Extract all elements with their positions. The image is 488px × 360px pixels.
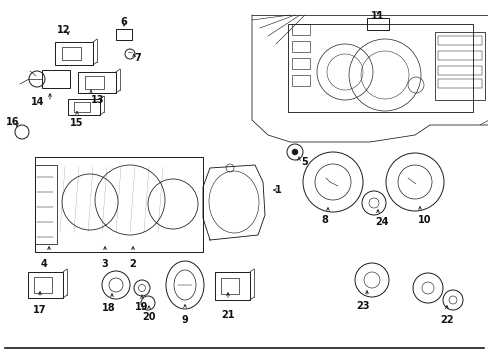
Text: 16: 16 bbox=[6, 117, 20, 127]
Bar bbox=[221, 278, 238, 294]
Text: 11: 11 bbox=[370, 11, 384, 21]
Text: 24: 24 bbox=[374, 217, 388, 227]
Bar bbox=[42, 70, 70, 88]
Text: 1: 1 bbox=[274, 185, 281, 195]
Bar bbox=[434, 32, 484, 100]
Bar bbox=[215, 272, 249, 300]
Text: 17: 17 bbox=[33, 305, 47, 315]
Text: 6: 6 bbox=[121, 17, 127, 27]
Text: 12: 12 bbox=[57, 25, 71, 35]
Text: 5: 5 bbox=[301, 157, 308, 167]
Text: 19: 19 bbox=[135, 302, 148, 312]
Text: 20: 20 bbox=[142, 312, 156, 322]
Bar bbox=[437, 66, 481, 75]
Bar bbox=[287, 24, 472, 112]
Bar bbox=[291, 75, 309, 86]
Bar bbox=[34, 277, 52, 293]
Bar bbox=[55, 42, 93, 65]
Text: 10: 10 bbox=[417, 215, 431, 225]
Circle shape bbox=[291, 149, 297, 155]
Bar bbox=[437, 79, 481, 88]
Bar bbox=[84, 76, 103, 89]
Text: 23: 23 bbox=[356, 301, 369, 311]
Bar bbox=[61, 46, 81, 60]
Text: 2: 2 bbox=[129, 259, 136, 269]
Text: 7: 7 bbox=[134, 53, 141, 63]
Bar bbox=[116, 29, 132, 40]
Bar bbox=[68, 99, 100, 115]
Text: 3: 3 bbox=[102, 259, 108, 269]
Bar bbox=[35, 157, 203, 252]
Bar bbox=[366, 18, 388, 30]
Text: 18: 18 bbox=[102, 303, 116, 313]
Bar bbox=[35, 165, 57, 244]
Bar bbox=[74, 102, 90, 112]
Text: 13: 13 bbox=[91, 95, 104, 105]
Text: 21: 21 bbox=[221, 310, 234, 320]
Bar bbox=[291, 24, 309, 35]
Text: 14: 14 bbox=[31, 97, 45, 107]
Bar bbox=[437, 36, 481, 45]
Text: 9: 9 bbox=[181, 315, 188, 325]
Bar bbox=[78, 72, 116, 93]
Bar bbox=[291, 58, 309, 69]
Bar bbox=[437, 51, 481, 60]
Text: 15: 15 bbox=[70, 118, 83, 128]
Bar bbox=[28, 272, 63, 298]
Text: 22: 22 bbox=[439, 315, 453, 325]
Text: 8: 8 bbox=[321, 215, 328, 225]
Bar bbox=[291, 41, 309, 52]
Text: 4: 4 bbox=[41, 259, 47, 269]
